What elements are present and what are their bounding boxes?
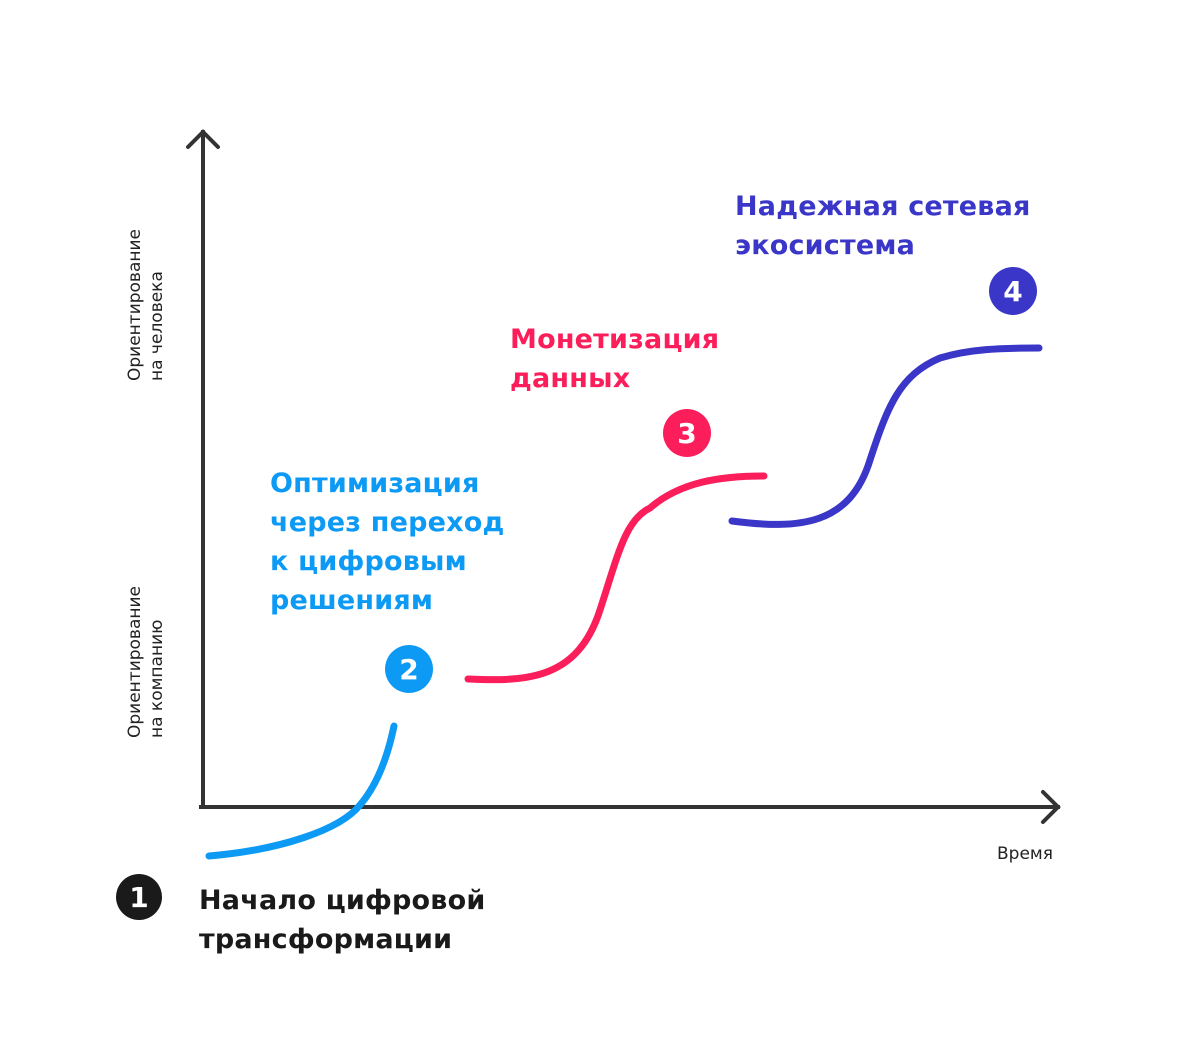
y-axis-label-bottom: Ориентирование на компанию (125, 586, 167, 738)
curve-stage-4 (728, 344, 1043, 528)
stage-2-title: Оптимизация через переход к цифровым реш… (270, 468, 505, 616)
x-axis-arrow-icon (1041, 790, 1061, 824)
stage-1-title: Начало цифровой трансформации (199, 885, 486, 955)
x-axis-label: Время (997, 844, 1053, 864)
stage-3-badge: 3 (663, 409, 711, 457)
curve-stage-2 (205, 722, 398, 860)
stage-1-badge: 1 (116, 874, 162, 920)
stage-4-badge: 4 (989, 267, 1037, 315)
axes (186, 129, 1061, 824)
stage-3-title: Монетизация данных (510, 324, 720, 394)
stage-4-title: Надежная сетевая экосистема (735, 191, 1031, 261)
y-axis-label-top: Ориентирование на человека (125, 229, 167, 381)
curve-stage-3 (464, 472, 768, 684)
y-axis-arrow-icon (186, 129, 220, 149)
stage-2-badge: 2 (385, 645, 433, 693)
